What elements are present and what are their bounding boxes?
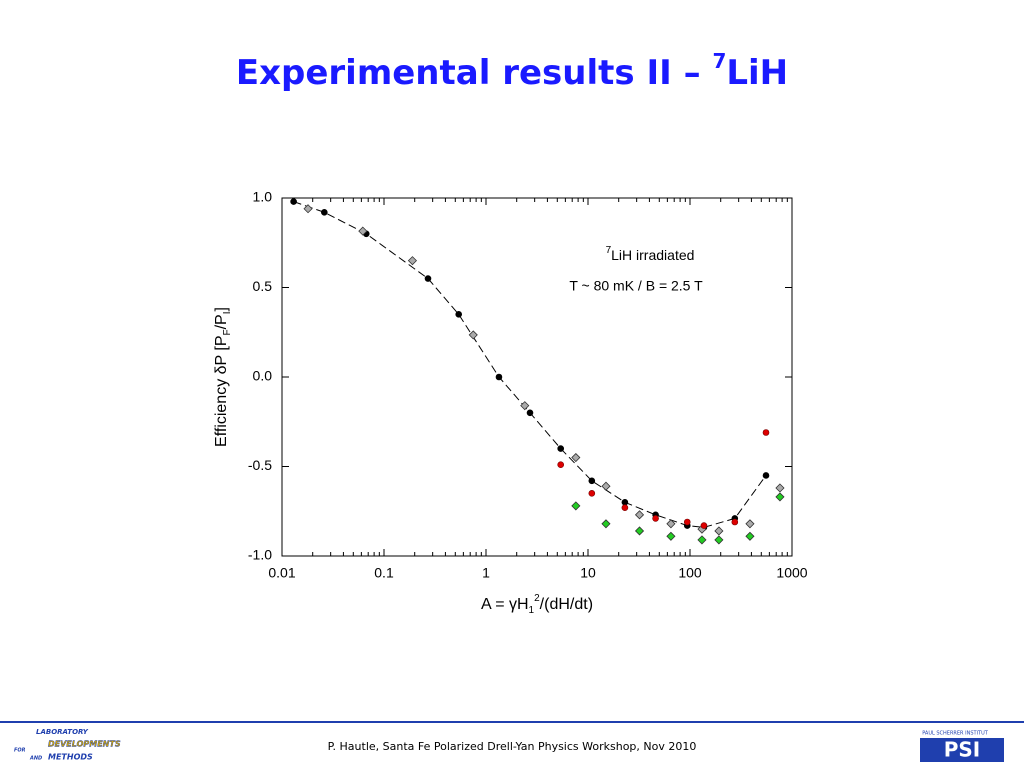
circle-point (762, 472, 770, 479)
left-logo: LABORATORY DEVELOPMENTS FOR AND METHODS (14, 728, 121, 762)
diamond-point (601, 481, 611, 491)
label-sup: 2 (534, 593, 540, 604)
circle-point (557, 445, 565, 452)
diamond-point (775, 492, 785, 502)
annotation-text: LiH irradiated (611, 247, 694, 263)
logo-text: DEVELOPMENTS (48, 740, 121, 749)
circle-point (731, 518, 739, 526)
diamond-point (571, 501, 581, 511)
circle-point (321, 209, 328, 216)
diamond-point (666, 531, 676, 541)
circle-point (424, 275, 432, 282)
x-tick-label: 10 (580, 565, 596, 581)
x-tick-label: 1000 (776, 565, 807, 581)
title-tail: LiH (726, 53, 788, 93)
x-axis-label: A = γH12/(dH/dt) (481, 593, 593, 616)
y-tick-label: -1.0 (248, 547, 272, 563)
y-axis-label: Efficiency δP [PF/PI] (213, 307, 232, 447)
diamond-point (303, 204, 313, 214)
diamond-point (358, 226, 368, 236)
y-tick-label: 0.0 (253, 368, 273, 384)
annotation: T ~ 80 mK / B = 2.5 T (569, 278, 703, 294)
logo-text: FOR (14, 748, 26, 754)
circle-point (495, 373, 503, 381)
title-text: Experimental results II – (236, 53, 713, 93)
diamond-point (468, 330, 478, 340)
diamond-point (775, 483, 785, 493)
circle-point (455, 311, 463, 318)
circle-point (683, 518, 691, 526)
circle-point (652, 515, 659, 522)
diamond-point (571, 452, 581, 463)
label-part: /P (213, 314, 230, 329)
label-part: Efficiency δP [P (213, 335, 230, 446)
right-logo: PAUL SCHERRER INSTITUT PSI (920, 731, 1004, 762)
circle-point (700, 522, 708, 529)
fit-line (293, 201, 767, 528)
diamond-point (634, 510, 645, 520)
diamond-point (714, 526, 724, 536)
logo-text: PSI (944, 738, 981, 762)
slide-title: Experimental results II – 7LiH (236, 49, 788, 93)
x-tick-label: 1 (482, 565, 490, 581)
circle-point (762, 429, 770, 436)
x-tick-label: 0.1 (374, 565, 394, 581)
diamond-point (634, 526, 645, 536)
footer-text: P. Hautle, Santa Fe Polarized Drell-Yan … (328, 740, 697, 753)
logo-text: METHODS (48, 753, 93, 762)
label-sub: I (222, 311, 233, 314)
y-tick-label: 1.0 (253, 189, 273, 205)
label-part: ] (213, 307, 230, 311)
diamond-point (666, 519, 676, 529)
circle-point (526, 409, 534, 417)
annotation: 7LiH irradiated (606, 245, 695, 263)
logo-text: LABORATORY (36, 728, 89, 736)
diamond-point (714, 535, 724, 545)
diamond-point (745, 519, 755, 529)
circle-point (557, 461, 565, 469)
y-tick-label: -0.5 (248, 457, 272, 473)
circle-point (588, 477, 596, 485)
label-sub: 1 (529, 605, 535, 616)
diamond-point (697, 535, 707, 545)
logo-text: PAUL SCHERRER INSTITUT (922, 731, 989, 737)
diamond-point (520, 401, 530, 411)
circle-point (588, 490, 596, 497)
logo-text: AND (29, 756, 42, 762)
annotation-sup: 7 (606, 245, 612, 256)
logo-box (920, 738, 1004, 762)
x-tick-label: 0.01 (268, 565, 295, 581)
label-part: A = γH (481, 596, 529, 613)
x-tick-label: 100 (678, 565, 702, 581)
circle-point (621, 504, 629, 511)
plot-frame (281, 197, 793, 557)
y-tick-label: 0.5 (253, 278, 273, 294)
diamond-point (407, 256, 417, 266)
diamond-point (601, 519, 611, 529)
label-part: /(dH/dt) (540, 596, 593, 613)
diamond-point (745, 531, 755, 541)
title-sup: 7 (712, 49, 726, 73)
circle-point (290, 198, 297, 205)
label-sub: F (222, 329, 233, 335)
